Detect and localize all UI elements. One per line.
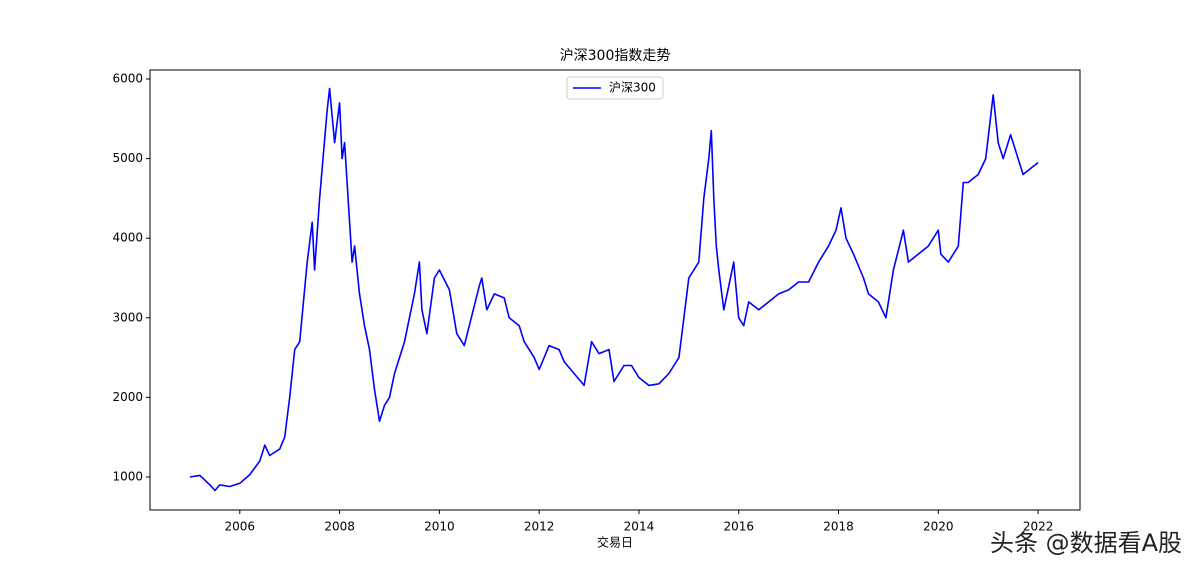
y-tick-label: 2000 [112, 390, 143, 404]
y-tick-label: 4000 [112, 231, 143, 245]
y-tick-label: 6000 [112, 71, 143, 85]
x-tick-label: 2006 [225, 520, 256, 534]
y-tick-label: 1000 [112, 469, 143, 483]
x-axis-label: 交易日 [597, 535, 633, 550]
x-tick-label: 2012 [524, 520, 555, 534]
x-tick-label: 2008 [324, 520, 355, 534]
legend-box [566, 76, 664, 100]
x-tick-label: 2018 [823, 520, 854, 534]
x-tick-label: 2022 [1023, 520, 1054, 534]
legend-label: 沪深300 [609, 81, 656, 95]
chart-title: 沪深300指数走势 [560, 48, 671, 64]
x-tick-label: 2010 [424, 520, 455, 534]
x-tick-label: 2016 [723, 520, 754, 534]
plot-frame [149, 69, 1081, 511]
x-tick-label: 2020 [923, 520, 954, 534]
data-line [189, 87, 1039, 492]
y-tick-label: 3000 [112, 310, 143, 324]
watermark: 头条 @数据看A股 [990, 529, 1182, 557]
x-tick-label: 2014 [624, 520, 655, 534]
y-tick-label: 5000 [112, 151, 143, 165]
